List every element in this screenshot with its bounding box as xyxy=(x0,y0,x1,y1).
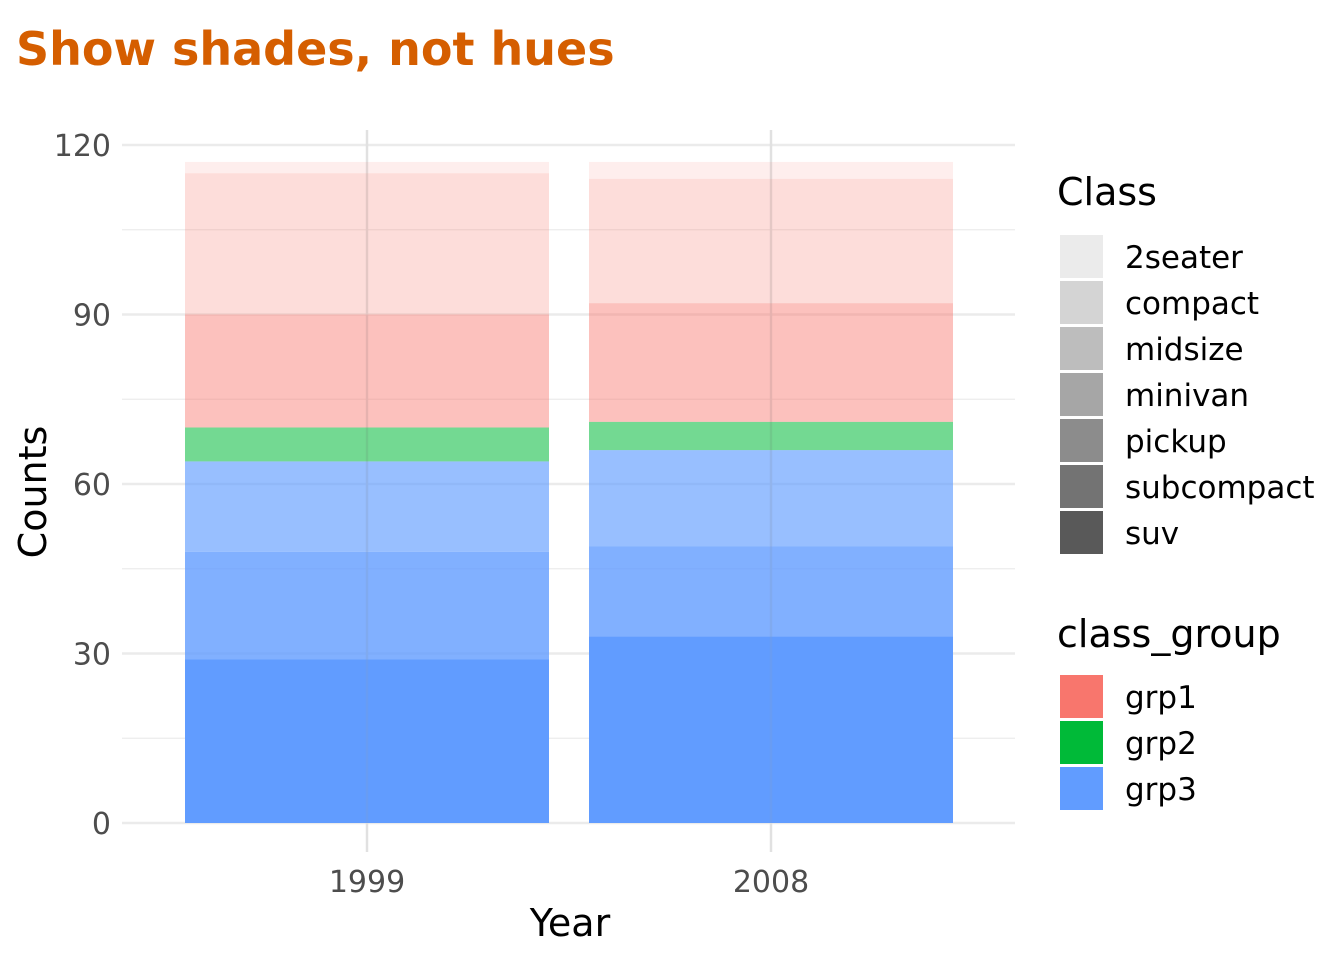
legend-title: Class xyxy=(1057,170,1157,214)
bar-segment-minivan-1999 xyxy=(185,427,549,462)
legend-title: class_group xyxy=(1057,612,1281,656)
legend-label: compact xyxy=(1125,286,1259,322)
bar-segment-suv-1999 xyxy=(185,659,549,823)
bar-segment-midsize-2008 xyxy=(589,303,953,422)
legend-key xyxy=(1060,281,1103,324)
legend-class-group: class_group grp1 grp2 grp3 xyxy=(1057,612,1281,810)
bar-segment-subcompact-2008 xyxy=(589,546,953,637)
bar-segment-minivan-2008 xyxy=(589,421,953,451)
bar-segment-2seater-1999 xyxy=(185,161,549,174)
legend-label: grp3 xyxy=(1125,772,1197,808)
x-axis-ticks: 1999 2008 xyxy=(329,865,809,900)
y-tick-label: 30 xyxy=(73,638,111,673)
bar-segment-2seater-2008 xyxy=(589,161,953,179)
y-axis-ticks: 0 30 60 90 120 xyxy=(54,129,111,842)
legend-key xyxy=(1060,235,1103,278)
bar-segment-compact-2008 xyxy=(589,178,953,304)
legend-label: grp2 xyxy=(1125,726,1197,762)
bar-segment-pickup-2008 xyxy=(589,450,953,547)
y-tick-label: 90 xyxy=(73,299,111,334)
legend-label: midsize xyxy=(1125,332,1244,368)
legends: Class 2seater compact midsize minivan pickup s… xyxy=(1057,170,1315,810)
legend-key xyxy=(1060,419,1103,462)
x-tick-label: 2008 xyxy=(733,865,809,900)
legend-label: grp1 xyxy=(1125,680,1197,716)
x-axis-title: Year xyxy=(529,901,611,945)
legend-label: suv xyxy=(1125,516,1179,552)
legend-key xyxy=(1060,511,1103,554)
legend-key xyxy=(1060,465,1103,508)
bar-segment-compact-1999 xyxy=(185,173,549,315)
legend-key xyxy=(1060,675,1103,718)
legend-key xyxy=(1060,767,1103,810)
bar-segment-pickup-1999 xyxy=(185,461,549,552)
bar-segment-midsize-1999 xyxy=(185,314,549,428)
chart-title: Show shades, not hues xyxy=(16,22,615,76)
legend-label: pickup xyxy=(1125,424,1227,460)
legend-key xyxy=(1060,721,1103,764)
legend-label: 2seater xyxy=(1125,240,1243,276)
bar-segment-subcompact-1999 xyxy=(185,551,549,660)
legend-label: minivan xyxy=(1125,378,1249,414)
x-tick-label: 1999 xyxy=(329,865,405,900)
legend-key xyxy=(1060,327,1103,370)
y-tick-label: 60 xyxy=(73,468,111,503)
y-axis-title: Counts xyxy=(11,426,55,559)
legend-label: subcompact xyxy=(1125,470,1315,506)
legend-key xyxy=(1060,373,1103,416)
y-tick-label: 0 xyxy=(92,807,111,842)
vertical-grid-overlay xyxy=(365,130,773,852)
y-tick-label: 120 xyxy=(54,129,111,164)
bar-segment-suv-2008 xyxy=(589,636,953,823)
bar-stacks xyxy=(185,161,953,823)
legend-class: Class 2seater compact midsize minivan pickup s… xyxy=(1057,170,1315,554)
